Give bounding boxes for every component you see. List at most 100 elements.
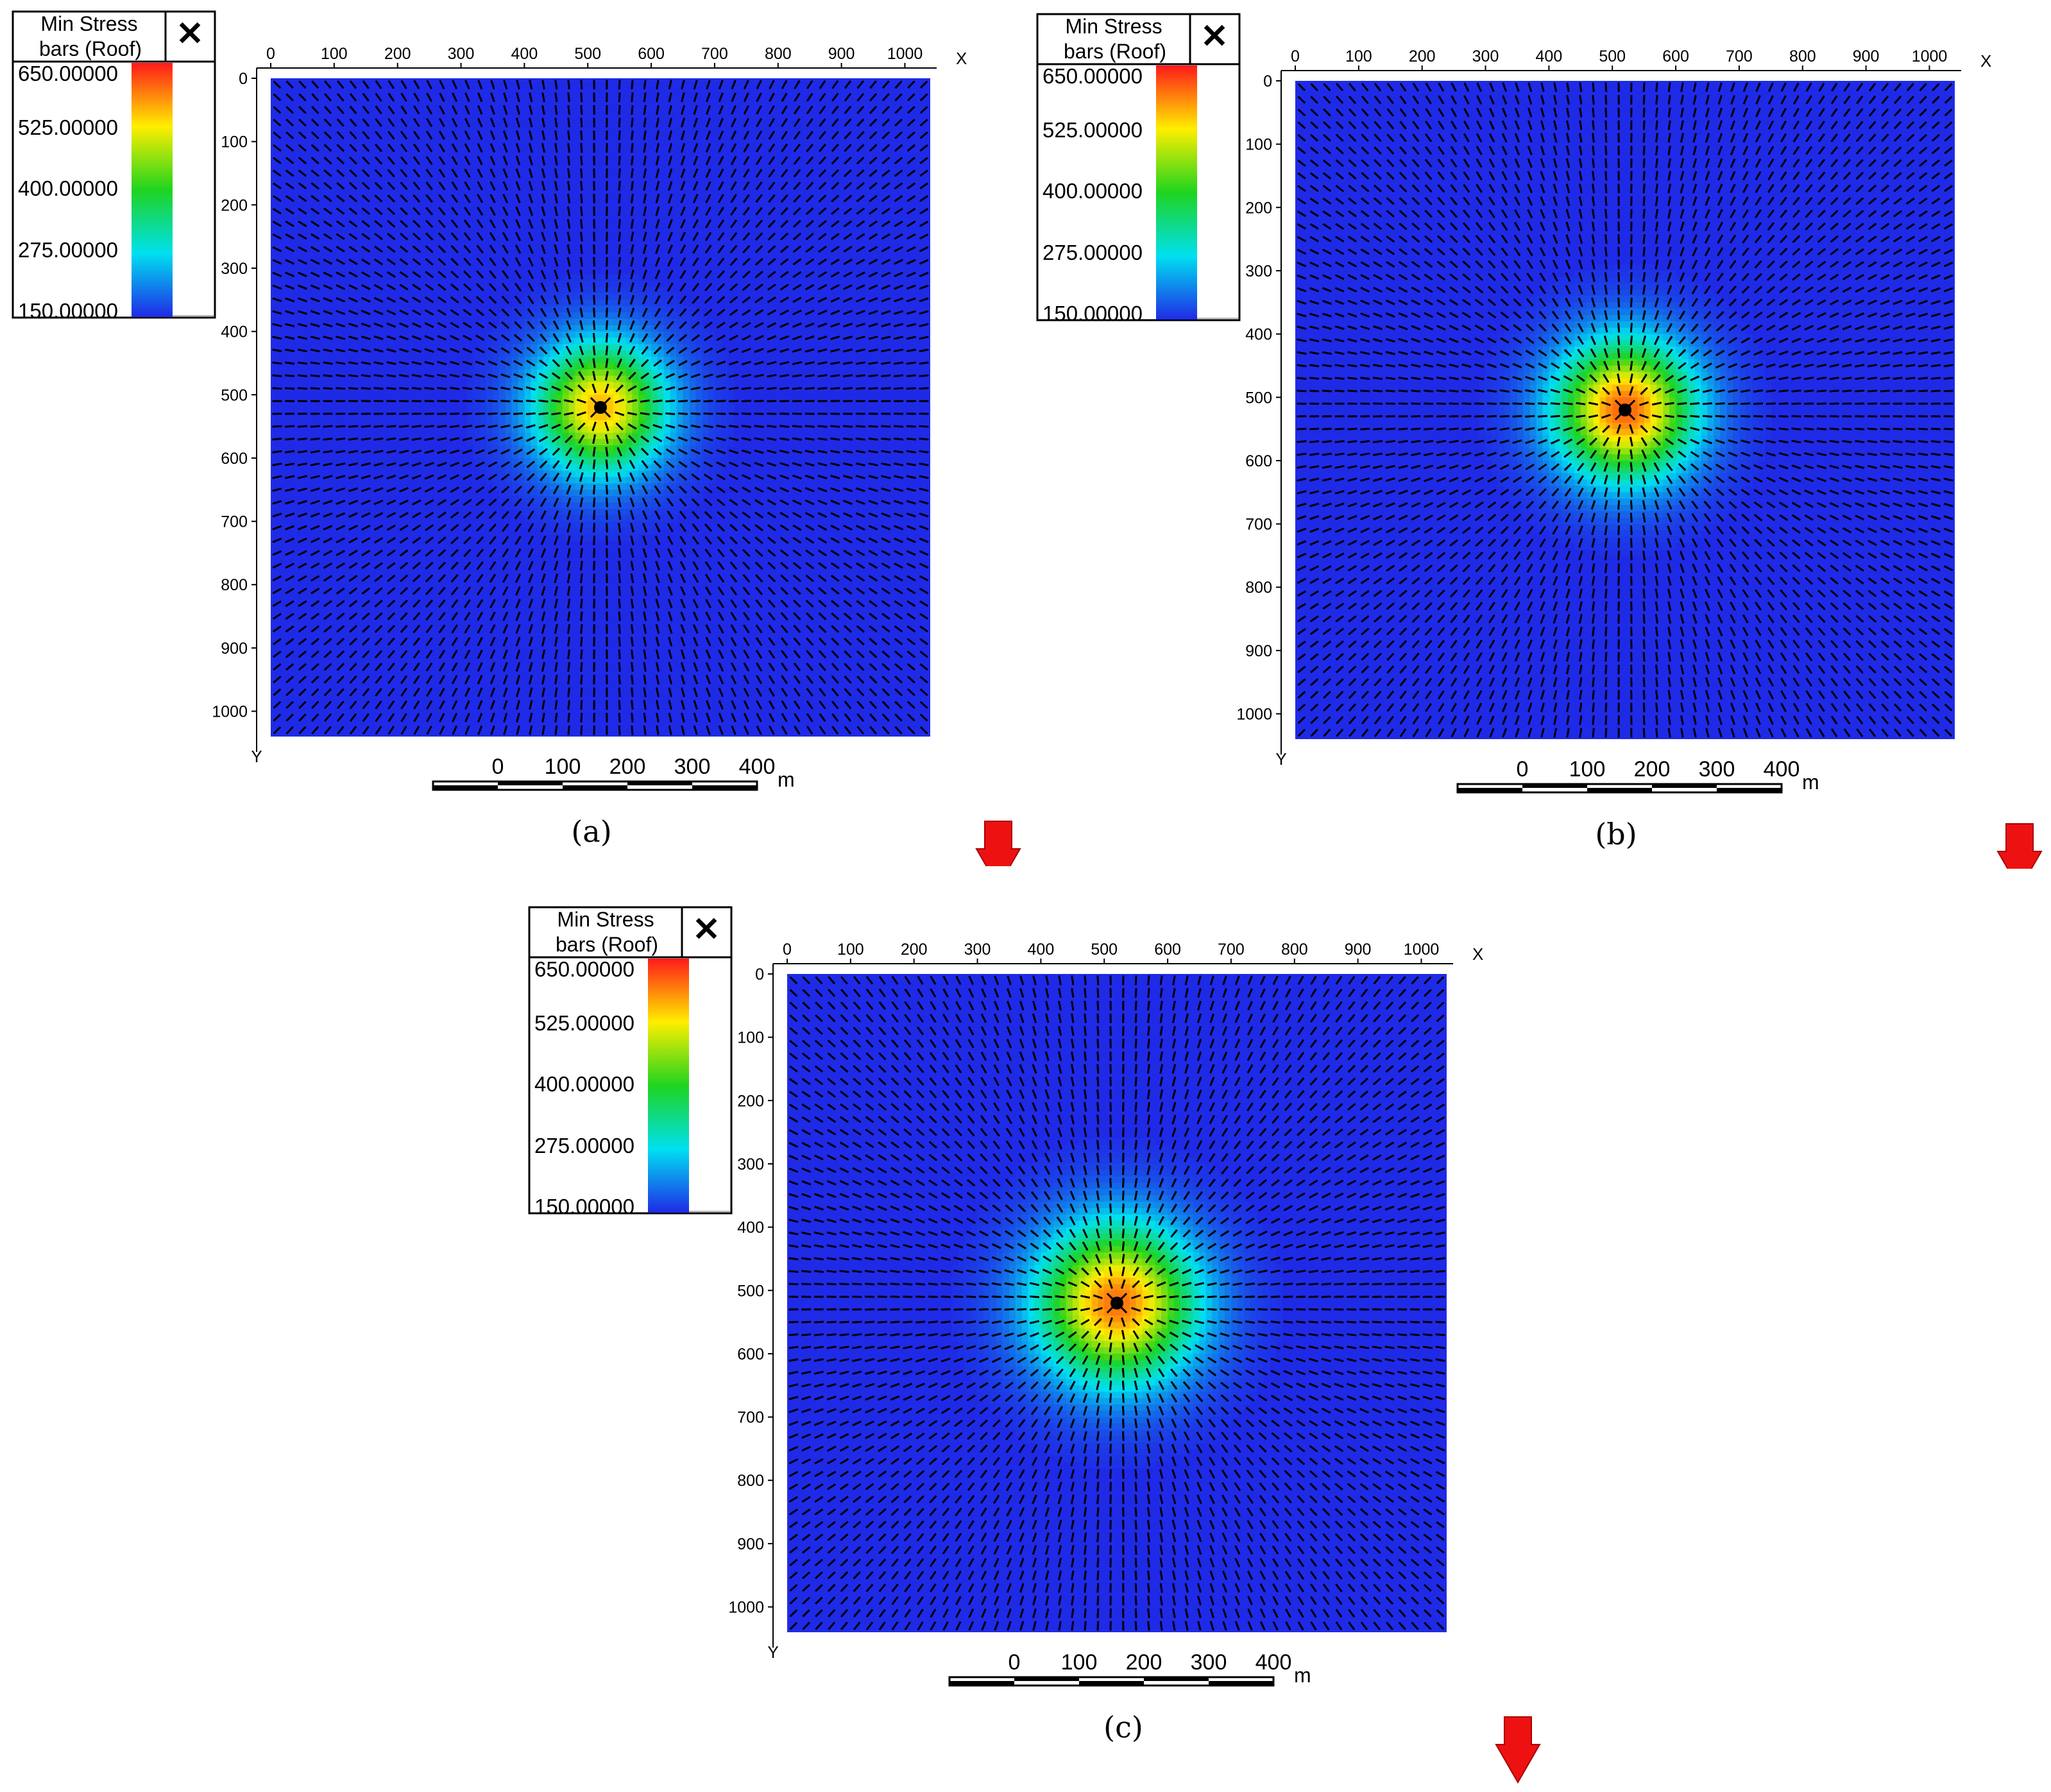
stress-vector bbox=[768, 169, 776, 178]
stress-vector bbox=[500, 334, 510, 342]
stress-vector bbox=[704, 574, 712, 583]
stress-vector bbox=[580, 92, 583, 103]
heatmap-cell bbox=[1694, 327, 1702, 335]
heatmap-cell bbox=[498, 369, 506, 377]
stress-vector bbox=[919, 475, 929, 479]
stress-vector bbox=[538, 423, 549, 429]
heatmap-cell bbox=[531, 312, 538, 320]
heatmap-cell bbox=[1593, 353, 1601, 360]
heatmap-cell bbox=[626, 439, 633, 446]
heatmap-cell bbox=[581, 369, 588, 377]
heatmap-cell bbox=[702, 382, 709, 389]
legend-close-button[interactable]: ✕ bbox=[176, 15, 204, 53]
heatmap-cell bbox=[543, 350, 550, 357]
stress-vector bbox=[717, 499, 726, 506]
heatmap-cell bbox=[658, 337, 665, 345]
stress-vector bbox=[539, 346, 548, 355]
heatmap-cell bbox=[1637, 384, 1645, 392]
stress-vector bbox=[703, 412, 713, 415]
legend-label: 525.00000 bbox=[1043, 118, 1143, 142]
heatmap-cell bbox=[663, 515, 671, 522]
stress-vector bbox=[893, 450, 904, 454]
heatmap-cell bbox=[568, 369, 576, 377]
stress-vector bbox=[668, 105, 672, 115]
stress-vector bbox=[643, 130, 647, 141]
stress-vector bbox=[488, 436, 498, 441]
legend-close-button[interactable]: ✕ bbox=[1200, 18, 1229, 55]
heatmap-cell bbox=[1574, 321, 1581, 329]
stress-vector bbox=[489, 232, 497, 241]
stress-vector bbox=[869, 663, 878, 671]
heatmap-cell bbox=[645, 401, 652, 408]
stress-vector bbox=[298, 726, 307, 735]
heatmap-cell bbox=[531, 439, 538, 446]
stress-vector bbox=[462, 386, 473, 390]
stress-vector bbox=[540, 548, 547, 558]
stress-vector bbox=[792, 335, 802, 341]
stress-vector bbox=[830, 220, 840, 228]
stress-vector bbox=[361, 233, 371, 241]
stress-vector bbox=[387, 207, 396, 216]
heatmap-cell bbox=[676, 477, 684, 484]
stress-vector bbox=[792, 561, 802, 570]
stress-vector bbox=[565, 345, 572, 355]
stress-vector bbox=[412, 524, 421, 531]
stress-vector bbox=[617, 497, 622, 508]
stress-vector bbox=[652, 372, 663, 379]
heatmap-cell bbox=[1619, 271, 1626, 278]
stress-vector bbox=[754, 270, 763, 278]
stress-vector bbox=[503, 725, 508, 735]
stress-vector bbox=[285, 425, 295, 428]
heatmap-cell bbox=[626, 457, 633, 465]
stress-vector bbox=[541, 130, 546, 141]
stress-vector bbox=[731, 80, 736, 90]
heatmap-cell bbox=[1663, 334, 1670, 341]
stress-vector bbox=[462, 425, 473, 429]
stress-vector bbox=[881, 638, 890, 645]
stress-vector bbox=[817, 374, 828, 378]
stress-vector bbox=[767, 549, 776, 557]
stress-vector bbox=[779, 474, 790, 480]
stress-vector bbox=[919, 663, 928, 671]
stress-vector bbox=[579, 459, 584, 470]
heatmap-cell bbox=[720, 350, 728, 357]
stress-vector bbox=[298, 182, 307, 190]
heatmap-cell bbox=[1625, 283, 1632, 291]
stress-vector bbox=[680, 143, 686, 153]
heatmap-cell bbox=[1574, 296, 1581, 303]
stress-vector bbox=[819, 92, 826, 102]
heatmap-cell bbox=[645, 375, 652, 383]
heatmap-cell bbox=[658, 420, 665, 427]
heatmap-cell bbox=[632, 407, 640, 414]
stress-vector bbox=[881, 348, 891, 353]
heatmap-cell bbox=[683, 426, 690, 434]
stress-vector bbox=[527, 308, 534, 317]
heatmap-cell bbox=[1688, 397, 1696, 404]
stress-vector bbox=[272, 600, 282, 607]
stress-vector bbox=[348, 348, 359, 353]
heatmap-cell bbox=[619, 527, 627, 535]
stress-vector bbox=[323, 246, 333, 253]
stress-vector bbox=[855, 323, 865, 328]
stress-vector bbox=[881, 512, 891, 518]
stress-vector bbox=[386, 258, 396, 266]
stress-vector bbox=[450, 449, 460, 454]
heatmap-cell bbox=[1669, 277, 1676, 284]
heatmap-cell bbox=[575, 274, 583, 282]
stress-vector bbox=[894, 220, 903, 228]
stress-vector bbox=[525, 424, 536, 429]
stress-vector bbox=[400, 143, 408, 153]
stress-vector bbox=[756, 105, 762, 115]
heatmap-cell bbox=[575, 312, 583, 320]
heatmap-cell bbox=[511, 357, 519, 364]
stress-vector bbox=[718, 649, 724, 660]
heatmap-cell bbox=[575, 496, 583, 503]
heatmap-cell bbox=[645, 432, 652, 440]
stress-vector bbox=[399, 437, 409, 441]
heatmap-cell bbox=[498, 464, 506, 472]
stress-vector bbox=[488, 400, 498, 403]
stress-vector bbox=[450, 219, 459, 228]
stress-vector bbox=[643, 687, 647, 697]
heatmap-cell bbox=[1688, 346, 1696, 354]
heatmap-cell bbox=[658, 508, 665, 516]
